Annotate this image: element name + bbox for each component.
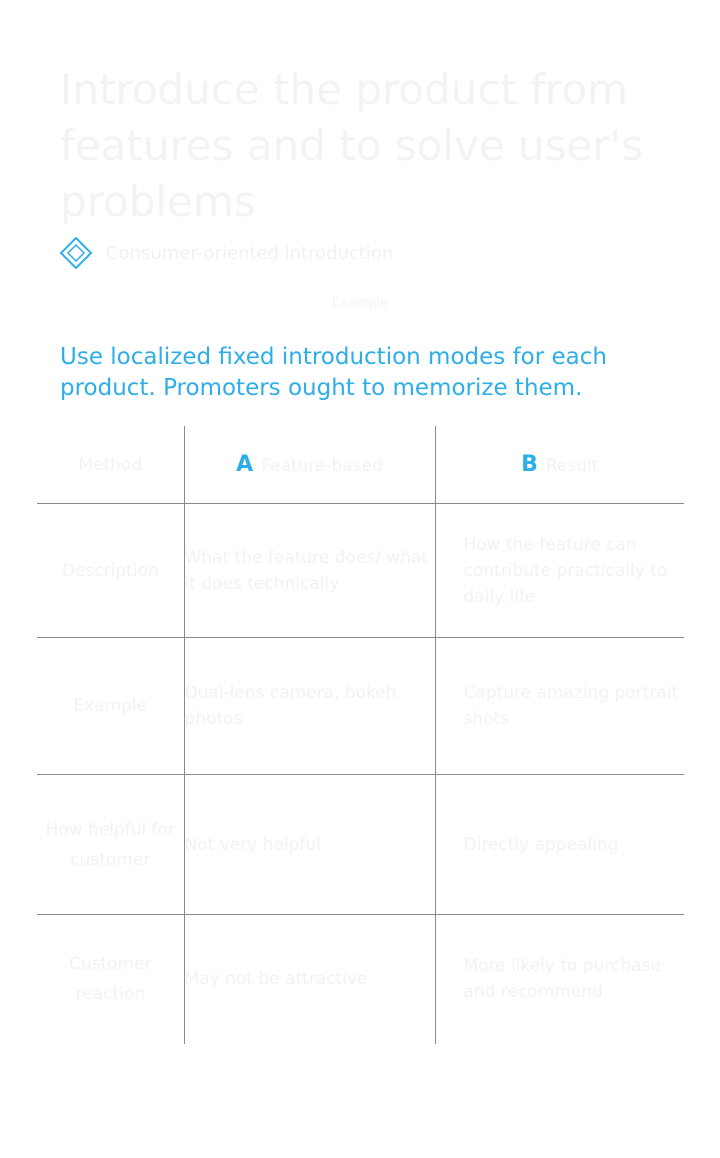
page-title: Introduce the product from features and … xyxy=(60,65,644,226)
row-cell-b: Directly appealing xyxy=(434,774,684,915)
row-cell-a: Dual-lens camera, bokeh photos xyxy=(183,637,435,775)
row-item: Description xyxy=(37,503,184,638)
table-row: Example Dual-lens camera, bokeh photos C… xyxy=(37,637,684,775)
row-cell-b: How the feature can contribute practical… xyxy=(434,503,684,638)
table-row: How helpful for customer Not very helpfu… xyxy=(37,774,684,915)
section-heading: Consumer-oriented introduction xyxy=(59,236,394,270)
header-option-a: A Feature-based xyxy=(183,426,435,504)
option-a-label: Feature-based xyxy=(261,456,383,476)
option-b-label: Result xyxy=(545,456,599,476)
table-row: Description What the feature does/ what … xyxy=(37,503,684,638)
intro-text: Use localized fixed introduction modes f… xyxy=(60,344,607,401)
section-label: Consumer-oriented introduction xyxy=(106,242,394,264)
example-caption: Example xyxy=(331,296,389,311)
comparison-table: Method A Feature-based B Result Descriptio… xyxy=(37,426,684,1044)
row-item: Customer reaction xyxy=(68,954,152,1005)
option-b-letter: B xyxy=(521,452,538,477)
table-header-row: Method A Feature-based B Result xyxy=(37,426,684,504)
row-cell-b: Capture amazing portrait shots xyxy=(434,637,684,775)
table-row: Customer reaction May not be attractive … xyxy=(37,914,684,1044)
row-cell-b: More likely to purchase and recommend xyxy=(434,914,684,1044)
row-cell-a: Not very helpful xyxy=(183,774,435,915)
row-item: How helpful for customer xyxy=(37,774,184,915)
row-cell-a: What the feature does/ what it does tech… xyxy=(183,503,435,638)
header-option-b: B Result xyxy=(434,426,684,504)
diamond-icon xyxy=(59,236,93,270)
row-cell-a: May not be attractive xyxy=(183,914,435,1044)
header-item-label: Method xyxy=(78,454,143,475)
option-a-letter: A xyxy=(236,452,254,477)
row-item: Example xyxy=(37,637,184,775)
header-item: Method xyxy=(37,426,184,504)
